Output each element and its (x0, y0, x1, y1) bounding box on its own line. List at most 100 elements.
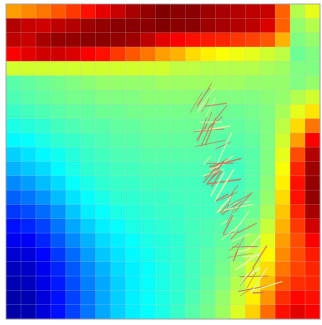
heatmap-cell (244, 18, 261, 34)
heatmap-cell (35, 3, 52, 20)
heatmap-cell (65, 18, 82, 34)
vector-needle (207, 178, 242, 185)
heatmap-cell (274, 103, 291, 120)
heatmap-cell (140, 218, 157, 234)
heatmap-cell (20, 261, 37, 277)
heatmap-cell (244, 218, 261, 234)
heatmap-cell (304, 75, 321, 91)
heatmap-cell (5, 232, 22, 249)
heatmap-cell (244, 60, 261, 77)
heatmap-cell (304, 46, 321, 62)
vector-needle (210, 171, 226, 197)
heatmap-cell (215, 18, 231, 34)
heatmap-cell (95, 103, 112, 120)
vector-needle (215, 193, 229, 202)
heatmap-cell (125, 247, 142, 263)
heatmap-cell (35, 218, 52, 234)
heatmap-cell (259, 204, 276, 220)
vector-needle (226, 252, 254, 258)
heatmap-cell (35, 89, 52, 105)
heatmap-cell (155, 275, 172, 292)
heatmap-cell (155, 75, 172, 91)
heatmap-cell (274, 290, 291, 306)
heatmap-cell (80, 32, 97, 48)
vector-needle (210, 170, 223, 188)
heatmap-cell (170, 146, 187, 163)
heatmap-cell (185, 232, 202, 249)
heatmap-cell (215, 290, 231, 306)
heatmap-cell (185, 247, 202, 263)
heatmap-cell (289, 247, 306, 263)
vector-needle (230, 230, 239, 240)
heatmap-cell (289, 275, 306, 292)
heatmap-cell (95, 161, 112, 177)
heatmap-cell (259, 89, 276, 105)
heatmap-cell (155, 3, 172, 20)
heatmap-cell (244, 146, 261, 163)
heatmap-cell (20, 275, 37, 292)
heatmap-cell (229, 132, 246, 148)
heatmap-cell (140, 161, 157, 177)
heatmap-cell (215, 3, 231, 20)
heatmap-cell (5, 60, 22, 77)
heatmap-cell (80, 46, 97, 62)
heatmap-cell (80, 204, 97, 220)
heatmap-cell (170, 132, 187, 148)
heatmap-cell (155, 60, 172, 77)
heatmap-cell (140, 247, 157, 263)
heatmap-cell (5, 18, 22, 34)
heatmap-cell (229, 232, 246, 249)
heatmap-cell (170, 60, 187, 77)
heatmap-cell (304, 204, 321, 220)
heatmap-cell (155, 261, 172, 277)
vector-needle (248, 268, 260, 276)
heatmap-cell (95, 261, 112, 277)
heatmap-cell (304, 60, 321, 77)
heatmap-cell (20, 46, 37, 62)
heatmap-cell (95, 75, 112, 91)
heatmap-cell (20, 218, 37, 234)
heatmap-cell (170, 218, 187, 234)
heatmap-cell (155, 247, 172, 263)
heatmap-cell (304, 290, 321, 306)
heatmap-cell (125, 175, 142, 191)
heatmap-cells (5, 3, 321, 320)
heatmap-cell (65, 261, 82, 277)
vector-needle (202, 167, 216, 184)
heatmap-cell (5, 261, 22, 277)
heatmap-cell (95, 46, 112, 62)
heatmap-cell (170, 232, 187, 249)
heatmap-cell (125, 304, 142, 320)
heatmap-cell (20, 247, 37, 263)
heatmap-cell (95, 132, 112, 148)
heatmap-cell (289, 304, 306, 320)
heatmap-cell (95, 175, 112, 191)
heatmap-cell (20, 232, 37, 249)
heatmap-cell (125, 46, 142, 62)
heatmap-cell (274, 89, 291, 105)
heatmap-cell (244, 204, 261, 220)
heatmap-cell (215, 89, 231, 105)
heatmap-cell (170, 247, 187, 263)
heatmap-cell (5, 118, 22, 134)
heatmap-cell (5, 75, 22, 91)
heatmap-cell (65, 204, 82, 220)
heatmap-cell (200, 232, 217, 249)
heatmap-cell (259, 146, 276, 163)
heatmap-cell (259, 189, 276, 206)
heatmap-cell (140, 275, 157, 292)
heatmap-cell (80, 75, 97, 91)
vector-needle (197, 117, 208, 142)
heatmap-cell (35, 275, 52, 292)
heatmap-cell (289, 75, 306, 91)
heatmap-cell (20, 75, 37, 91)
heatmap-cell (289, 103, 306, 120)
heatmap-cell (65, 247, 82, 263)
heatmap-cell (215, 32, 231, 48)
vector-needle (220, 191, 239, 201)
heatmap-cell (244, 161, 261, 177)
heatmap-cell (110, 46, 127, 62)
vector-needle (231, 245, 258, 248)
heatmap-cell (170, 204, 187, 220)
